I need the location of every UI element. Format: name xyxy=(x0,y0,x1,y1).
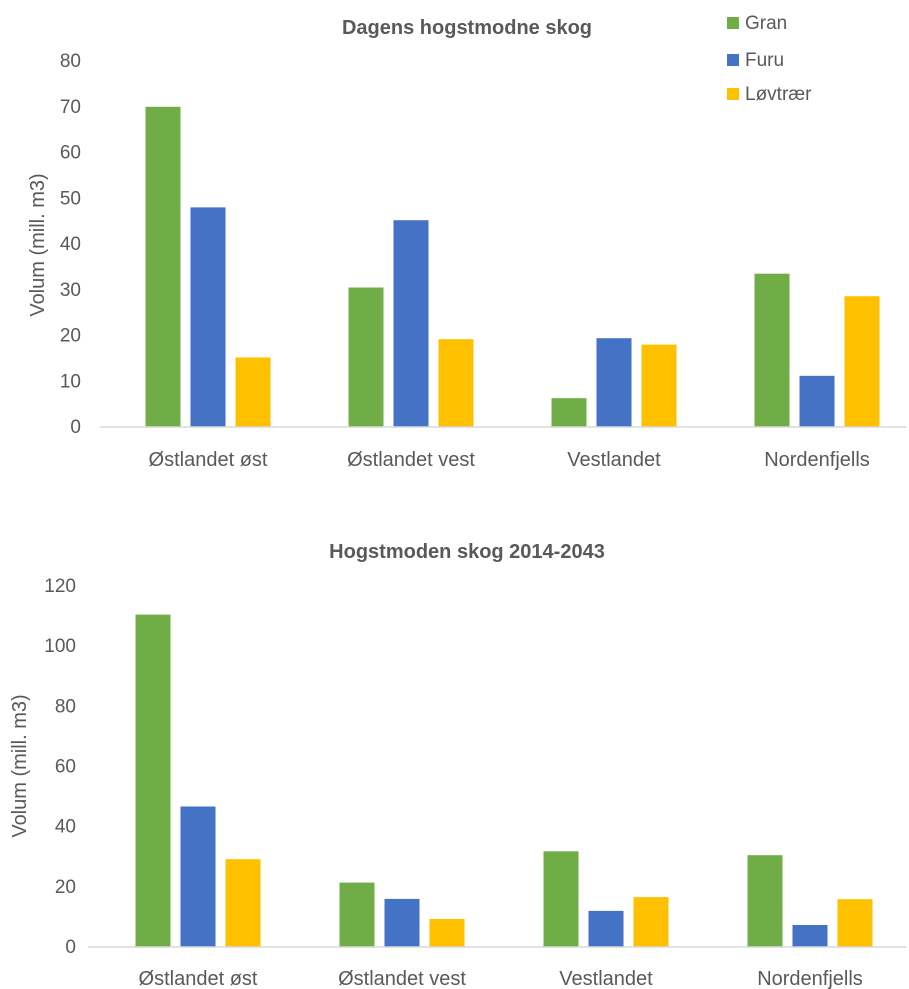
y-tick-labels: 0 20 40 60 80 100 120 xyxy=(44,576,76,958)
chart-dagens-hogstmodne-skog: Dagens hogstmodne skog Volum (mill. m3) … xyxy=(27,17,906,471)
category-label: Østlandet øst xyxy=(139,968,258,989)
bar-lovtraer-ostlandet-vest xyxy=(429,919,465,947)
bar-furu-nordenfjells xyxy=(792,925,828,947)
bar-furu-vestlandet xyxy=(596,338,632,427)
y-axis-label: Volum (mill. m3) xyxy=(9,694,31,837)
category-labels: Østlandet øst Østlandet vest Vestlandet Nor… xyxy=(149,449,870,471)
bar-gran-nordenfjells xyxy=(747,855,783,947)
bar-gran-ostlandet-vest xyxy=(339,882,375,947)
category-label: Vestlandet xyxy=(567,449,661,471)
bar-lovtraer-ostlandet-ost xyxy=(235,357,271,427)
bar-furu-nordenfjells xyxy=(799,375,835,427)
y-tick-label: 50 xyxy=(60,188,81,209)
legend-label-lovtraer: Løvtrær xyxy=(745,84,812,105)
legend-label-gran: Gran xyxy=(745,13,787,34)
y-tick-label: 120 xyxy=(44,576,76,597)
bars xyxy=(135,614,873,947)
y-axis-label: Volum (mill. m3) xyxy=(27,173,49,316)
y-tick-label: 10 xyxy=(60,371,81,392)
y-tick-label: 80 xyxy=(55,696,76,717)
y-tick-label: 20 xyxy=(55,877,76,898)
y-tick-label: 20 xyxy=(60,326,81,347)
category-label: Østlandet øst xyxy=(149,449,268,471)
bar-gran-vestlandet xyxy=(551,398,587,427)
category-label: Nordenfjells xyxy=(757,968,863,989)
y-tick-label: 0 xyxy=(70,417,81,438)
legend-label-furu: Furu xyxy=(745,50,784,71)
legend-swatch-gran xyxy=(727,17,739,29)
legend: Gran Furu Løvtrær xyxy=(727,13,812,105)
category-label: Østlandet vest xyxy=(338,968,466,989)
y-tick-label: 100 xyxy=(44,636,76,657)
bar-lovtraer-nordenfjells xyxy=(844,296,880,427)
y-tick-labels: 0 10 20 30 40 50 60 70 80 xyxy=(60,51,81,438)
y-tick-label: 60 xyxy=(60,143,81,164)
y-tick-label: 80 xyxy=(60,51,81,72)
bars xyxy=(145,106,880,428)
bar-furu-ostlandet-vest xyxy=(384,898,420,947)
bar-gran-ostlandet-vest xyxy=(348,287,384,427)
bar-furu-vestlandet xyxy=(588,910,624,947)
bar-furu-ostlandet-vest xyxy=(393,220,429,427)
bar-lovtraer-ostlandet-ost xyxy=(225,859,261,947)
bar-gran-vestlandet xyxy=(543,851,579,947)
y-tick-label: 40 xyxy=(55,817,76,838)
category-label: Nordenfjells xyxy=(764,449,870,471)
bar-gran-ostlandet-ost xyxy=(135,614,171,947)
chart-title: Hogstmoden skog 2014-2043 xyxy=(329,541,605,563)
bar-lovtraer-nordenfjells xyxy=(837,899,873,947)
y-tick-label: 40 xyxy=(60,234,81,255)
category-labels: Østlandet øst Østlandet vest Vestlandet Nor… xyxy=(139,968,863,989)
y-tick-label: 60 xyxy=(55,757,76,778)
y-tick-label: 70 xyxy=(60,97,81,118)
bar-furu-ostlandet-ost xyxy=(180,806,216,947)
bar-lovtraer-vestlandet xyxy=(633,897,669,947)
bar-lovtraer-vestlandet xyxy=(641,344,677,427)
bar-lovtraer-ostlandet-vest xyxy=(438,339,474,427)
bar-furu-ostlandet-ost xyxy=(190,207,226,427)
chart-title: Dagens hogstmodne skog xyxy=(342,17,592,39)
legend-swatch-lovtraer xyxy=(727,88,739,100)
legend-swatch-furu xyxy=(727,54,739,66)
y-tick-label: 30 xyxy=(60,280,81,301)
chart-hogstmoden-skog-2014-2043: Hogstmoden skog 2014-2043 Volum (mill. m… xyxy=(9,541,906,989)
y-tick-label: 0 xyxy=(65,937,76,958)
category-label: Vestlandet xyxy=(559,968,653,989)
legend-item-gran: Gran xyxy=(727,13,787,34)
bar-gran-nordenfjells xyxy=(754,273,790,427)
legend-item-furu: Furu xyxy=(727,50,784,71)
bar-gran-ostlandet-ost xyxy=(145,106,181,428)
category-label: Østlandet vest xyxy=(347,449,475,471)
legend-item-lovtraer: Løvtrær xyxy=(727,84,812,105)
